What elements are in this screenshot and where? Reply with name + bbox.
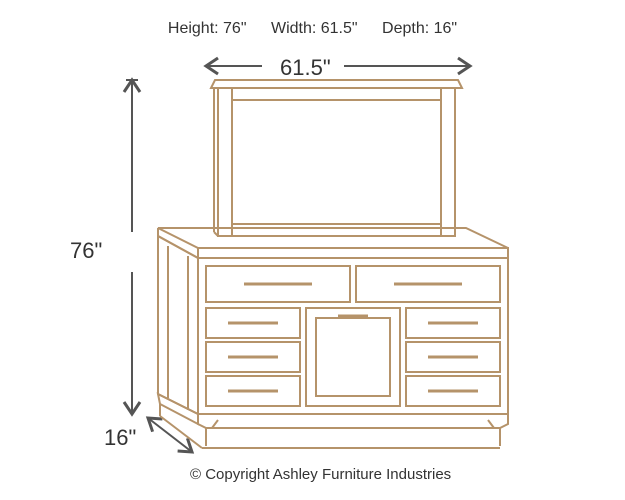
- furniture-illustration: [158, 80, 508, 448]
- width-label: 61.5": [280, 55, 331, 81]
- copyright-text: © Copyright Ashley Furniture Industries: [190, 466, 451, 483]
- height-label: 76": [70, 238, 102, 264]
- depth-label: 16": [104, 425, 136, 451]
- dresser: [158, 228, 508, 448]
- height-dimension-arrow: [126, 80, 138, 414]
- mirror: [211, 80, 462, 236]
